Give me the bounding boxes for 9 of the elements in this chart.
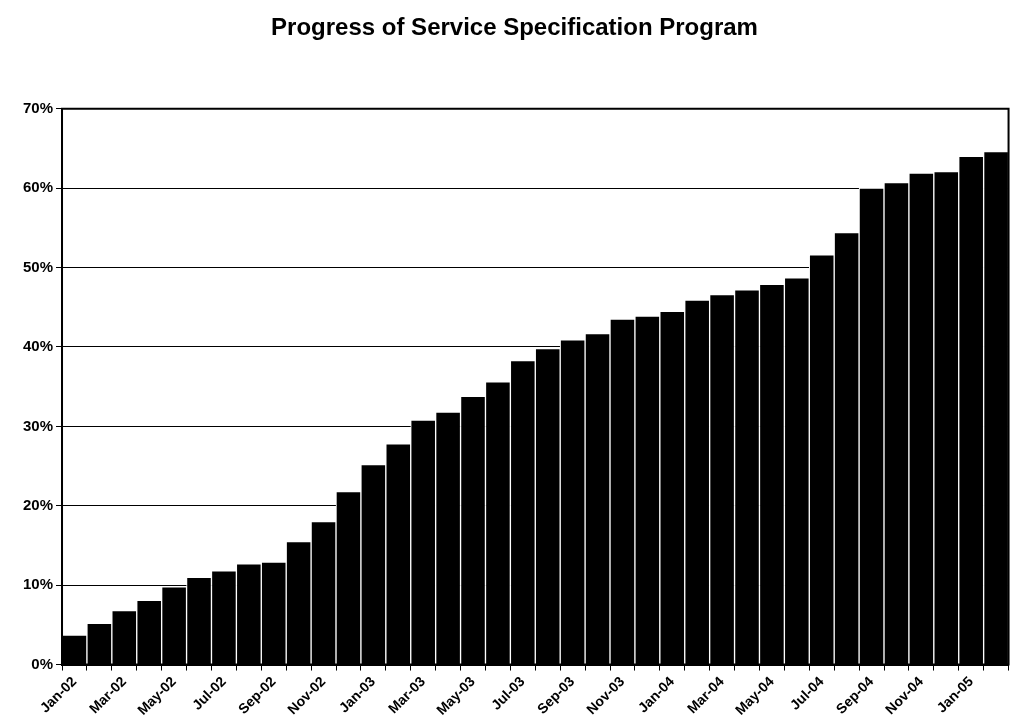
y-tick-label: 10% [22,575,54,593]
y-tick-label: 20% [22,495,54,513]
y-tick-label: 30% [22,416,54,434]
y-tick-label: 60% [22,178,54,196]
y-tick-label: 50% [22,257,54,275]
y-tick-label: 40% [22,337,54,355]
y-tick-label: 0% [31,654,54,672]
y-tick-label: 70% [22,98,54,116]
chart-title: Progress of Service Specification Program [271,13,758,41]
